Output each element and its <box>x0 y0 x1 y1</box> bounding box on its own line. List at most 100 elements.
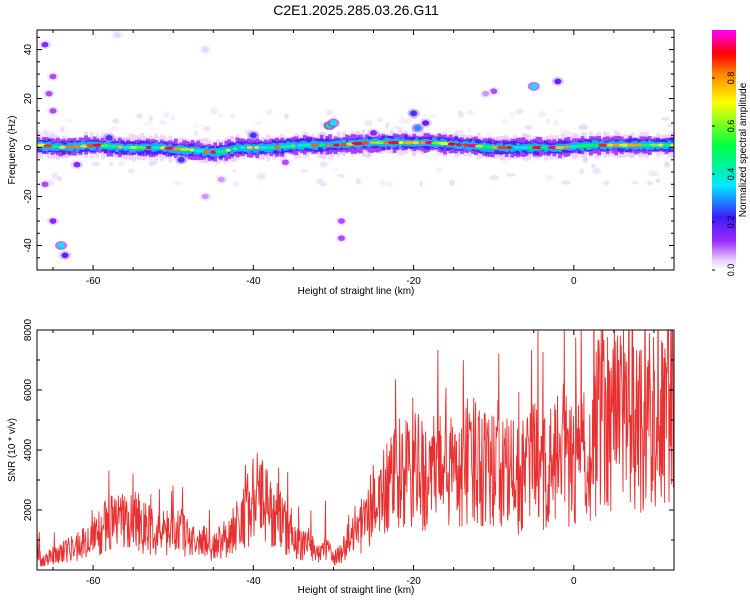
spectrogram-speckle <box>116 160 126 167</box>
colorbar: 0.0 0.2 0.4 0.6 0.8 Normalized spectral ampl… <box>712 30 749 276</box>
spectrogram-speckle <box>545 174 554 181</box>
spectrogram-band-cell <box>417 140 422 147</box>
spectrogram-speckle <box>364 120 373 126</box>
spectrogram-speckle <box>337 173 346 178</box>
spectrogram-blob <box>201 46 209 53</box>
spectrogram-band-core <box>592 143 600 147</box>
spectrogram-blob <box>41 181 49 188</box>
colorbar-tick-label: 0.0 <box>726 264 736 277</box>
spectrogram-band-core <box>239 145 246 150</box>
spectrogram-band-core <box>383 141 391 145</box>
colorbar-ticks: 0.0 0.2 0.4 0.6 0.8 <box>712 72 736 277</box>
spectrogram-band-cell <box>510 144 515 153</box>
y-tick-label: -20 <box>23 189 34 204</box>
spectrogram-band-core <box>657 143 665 147</box>
spectrogram-band-core <box>419 141 426 145</box>
spectrogram-band-core <box>519 145 529 150</box>
spectrogram-band-core <box>214 150 227 154</box>
spectrogram-speckle <box>561 180 571 185</box>
spectrogram-speckle <box>170 115 176 121</box>
spectrogram-blob <box>329 120 337 126</box>
snr-plot-area <box>37 330 674 567</box>
spectrogram-speckle <box>465 110 475 115</box>
snr-y-axis: 2000 4000 6000 8000 <box>23 318 674 541</box>
colorbar-tick-label: 0.8 <box>726 72 736 85</box>
spectrogram-speckle <box>300 169 309 173</box>
spectrogram-band-core <box>246 145 253 150</box>
spectrogram-speckle <box>319 161 328 168</box>
spectrogram-blob <box>113 32 121 38</box>
spectrogram-band-core <box>387 141 401 145</box>
spectrogram-speckle <box>109 161 114 167</box>
spectrogram-speckle <box>109 125 118 132</box>
spectrogram-speckle <box>51 172 58 180</box>
spectrogram-band-core <box>150 145 161 150</box>
spectrogram-band-core <box>402 141 415 145</box>
x-tick-label: -20 <box>406 576 421 587</box>
spectrogram-blob <box>49 73 57 80</box>
spectrogram-band-core <box>301 143 313 147</box>
spectrogram-blob <box>337 235 345 241</box>
spectrogram-speckle <box>163 111 170 118</box>
y-tick-label: 40 <box>23 44 34 56</box>
spectrogram-band-core <box>58 145 66 149</box>
spectrogram-blob <box>414 125 422 131</box>
spectrogram-band-cell <box>367 139 372 148</box>
spectrogram-band-core <box>649 143 658 147</box>
snr-series-line <box>37 330 674 567</box>
figure-title: C2E1.2025.285.03.26.G11 <box>273 2 439 18</box>
spectrogram-band-core <box>412 141 420 145</box>
spectrogram-y-axis-label: Frequency (Hz) <box>7 116 18 185</box>
spectrogram-band-cell <box>459 142 464 149</box>
spectrogram-speckle <box>152 160 158 165</box>
x-tick-label: -40 <box>246 576 261 587</box>
colorbar-gradient <box>712 30 736 270</box>
spectrogram-speckle <box>232 169 237 173</box>
spectrogram-speckle <box>56 176 62 182</box>
spectrogram-blob <box>45 90 53 97</box>
spectrogram-speckle <box>329 168 340 172</box>
spectrogram-blob <box>490 88 498 95</box>
spectrogram-band-core <box>290 144 296 148</box>
colorbar-tick-label: 0.6 <box>726 120 736 133</box>
spectrogram-band-core <box>340 143 347 147</box>
spectrogram-band-cell <box>115 142 119 153</box>
spectrogram-blob <box>49 108 57 114</box>
spectrogram-band-cell <box>244 143 248 153</box>
spectrogram-speckle <box>524 125 533 130</box>
spectrogram-blob <box>554 78 562 85</box>
spectrogram-speckle <box>174 181 182 186</box>
spectrogram-speckle <box>385 122 390 129</box>
spectrogram-blob <box>422 120 430 126</box>
x-tick-label: -60 <box>86 276 101 287</box>
spectrogram-speckle <box>489 175 499 181</box>
spectrogram-speckle <box>148 115 154 123</box>
spectrogram-blob <box>57 242 65 249</box>
spectrogram-speckle <box>193 130 199 137</box>
spectrogram-band-core <box>318 143 325 147</box>
y-tick-label: -40 <box>23 238 34 253</box>
spectrogram-band-core <box>136 145 147 150</box>
spectrogram-speckle <box>203 126 211 132</box>
snr-x-axis-label: Height of straight line (km) <box>298 585 415 596</box>
spectrogram-speckle <box>436 167 443 173</box>
spectrogram-band-core <box>598 143 608 147</box>
spectrogram-band-core <box>279 144 293 149</box>
spectrogram-speckle <box>648 170 659 177</box>
spectrogram-blob <box>61 252 69 259</box>
spectrogram-band-core <box>455 143 462 147</box>
spectrogram-blob <box>249 132 257 139</box>
spectrogram-speckle <box>578 168 585 175</box>
spectrogram-speckle <box>210 107 218 115</box>
spectrogram-band-core <box>121 145 133 150</box>
spectrogram-speckle <box>555 109 564 113</box>
spectrogram-speckle <box>379 179 388 186</box>
spectrogram-band-cell <box>235 143 240 152</box>
spectrogram-speckle <box>602 180 610 186</box>
spectrogram-band-core <box>606 143 615 147</box>
spectrogram-band-core <box>564 145 570 149</box>
spectrogram-speckle <box>631 181 640 185</box>
spectrogram-plot-area <box>37 30 674 260</box>
spectrogram-blob <box>217 176 225 183</box>
